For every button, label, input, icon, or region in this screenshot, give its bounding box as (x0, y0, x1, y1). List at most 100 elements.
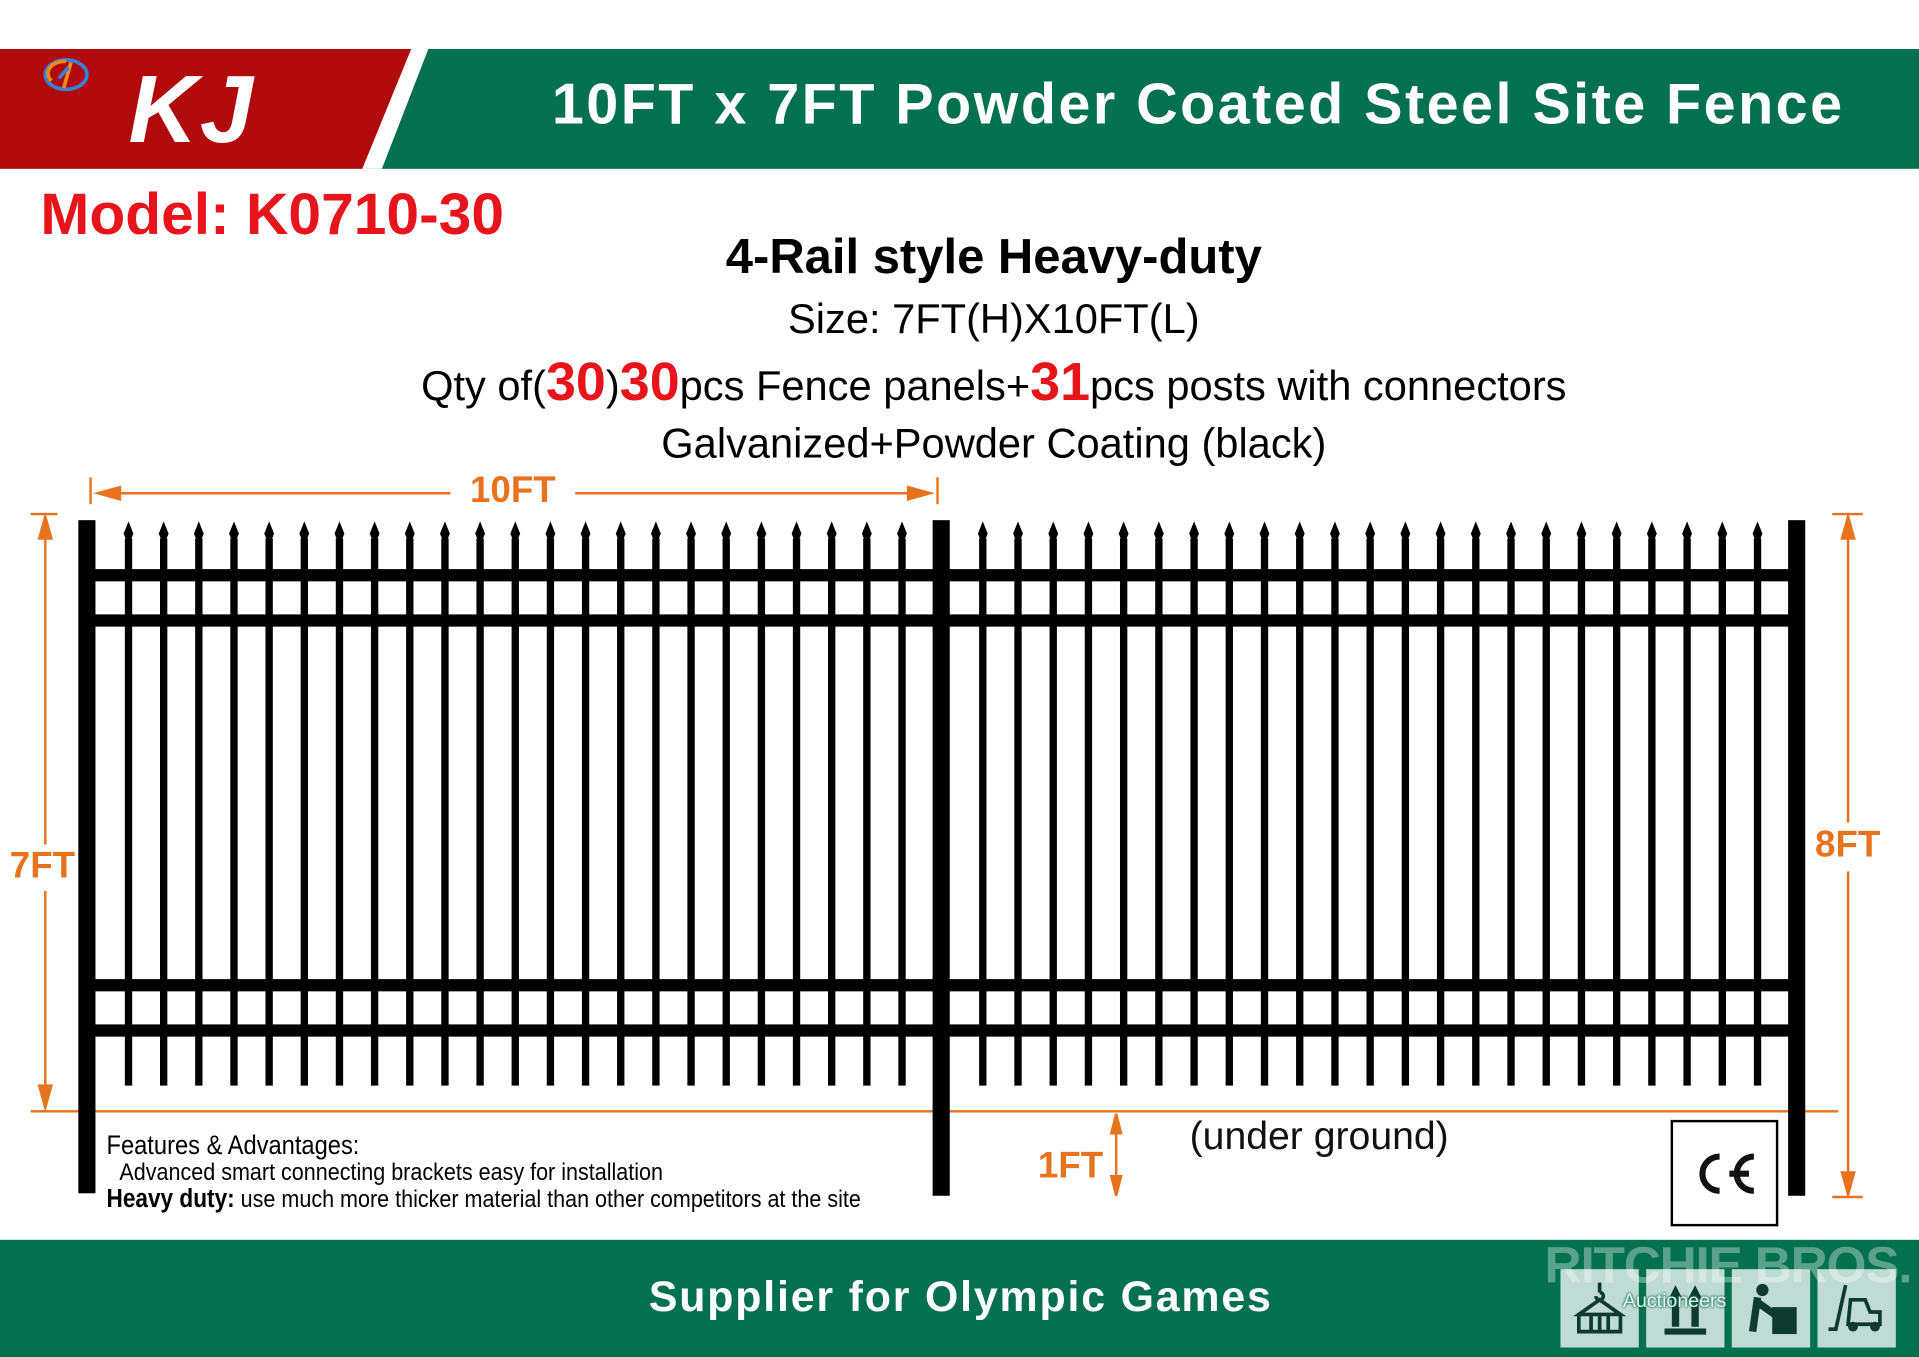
fence-picket (265, 538, 273, 1086)
fence-picket (195, 538, 203, 1086)
handling-icons (1560, 1269, 1896, 1348)
fence-picket (1401, 538, 1410, 1086)
fence-picket (1366, 538, 1374, 1086)
feature-line: Heavy duty: use much more thicker materi… (106, 1184, 861, 1213)
fence-picket (124, 538, 133, 1086)
fence-picket (335, 538, 344, 1086)
fence-picket (1155, 538, 1163, 1086)
fence-picket (476, 538, 484, 1086)
kj-logo-icon (43, 58, 89, 92)
picket-spear-tip (369, 521, 380, 546)
feature-text: use much more thicker material than othe… (234, 1185, 861, 1213)
fence-picket (979, 538, 987, 1086)
fence-picket (1225, 538, 1233, 1086)
picket-spear-tip (1189, 521, 1199, 546)
fence-picket (1436, 538, 1445, 1086)
feature-line: Advanced smart connecting brackets easy … (119, 1159, 664, 1186)
fence-picket (1612, 538, 1621, 1086)
qty-posts-number: 31 (1030, 352, 1091, 413)
picket-spear-tip (897, 521, 907, 546)
picket-spear-tip (1541, 521, 1552, 546)
fence-picket (1472, 538, 1480, 1086)
ce-mark-icon (1699, 1153, 1755, 1194)
fence-picket (722, 538, 730, 1086)
picket-spear-tip (510, 521, 521, 546)
this-way-up-icon (1646, 1269, 1725, 1348)
width-arrow-right (906, 485, 935, 501)
picket-spear-tip (1013, 521, 1023, 546)
style-heading: 4-Rail style Heavy-duty (725, 230, 1262, 284)
quantity-spec: Qty of(30)30pcs Fence panels+31pcs posts… (0, 352, 1919, 413)
fence-picket (792, 538, 801, 1086)
fence-picket (757, 538, 766, 1086)
footer-text: Supplier for Olympic Games (648, 1272, 1273, 1321)
picket-spear-tip (123, 521, 134, 546)
fence-picket (1331, 538, 1339, 1086)
picket-spear-tip (721, 521, 732, 546)
picket-spear-tip (545, 521, 556, 546)
picket-spear-tip (1506, 521, 1516, 546)
fence-picket (406, 538, 414, 1086)
fence-picket (617, 538, 625, 1086)
model-number: Model: K0710-30 (40, 182, 504, 248)
picket-spear-tip (1365, 521, 1376, 546)
fence-picket (898, 538, 906, 1086)
fence-picket (546, 538, 555, 1086)
picket-spear-tip (1576, 521, 1587, 546)
fence-picket (1119, 538, 1128, 1086)
fence-picket (863, 538, 871, 1086)
underground-note: (under ground) (1189, 1113, 1449, 1158)
width-arrow-left (93, 485, 122, 501)
picket-spear-tip (334, 521, 345, 546)
fence-picket (652, 538, 660, 1086)
qty-panels-number: 30 (619, 352, 680, 413)
post-arrow-top (1840, 511, 1856, 540)
fence-picket (1718, 538, 1726, 1086)
fence-picket (441, 538, 449, 1086)
picket-spear-tip (193, 521, 204, 546)
picket-spear-tip (1330, 521, 1340, 546)
post-height-label: 8FT (1815, 824, 1881, 867)
picket-spear-tip (1752, 521, 1763, 546)
underground-arrow-bottom (1109, 1174, 1123, 1197)
feature-bold: Heavy duty: (106, 1184, 235, 1213)
picket-spear-tip (158, 521, 169, 546)
qty-paren-number: 30 (545, 352, 606, 413)
picket-spear-tip (1682, 521, 1692, 546)
height-arrow-bottom (37, 1084, 54, 1113)
fence-picket (159, 538, 168, 1086)
page-title: 10FT x 7FT Powder Coated Steel Site Fenc… (551, 70, 1845, 136)
picket-spear-tip (756, 521, 767, 546)
picket-spear-tip (580, 521, 591, 546)
fence-picket (1577, 538, 1586, 1086)
picket-spear-tip (1400, 521, 1411, 546)
fence-picket (1683, 538, 1691, 1086)
features-heading: Features & Advantages: (106, 1129, 360, 1161)
fence-picket (1049, 538, 1057, 1086)
qty-panels-text: pcs Fence panels+ (679, 363, 1031, 411)
fence-picket (1260, 538, 1269, 1086)
qty-paren-close: ) (605, 363, 620, 411)
height-arrow-top (37, 511, 54, 540)
qty-posts-text: pcs posts with connectors (1090, 363, 1567, 411)
fence-picket (1753, 538, 1762, 1086)
height-label: 7FT (9, 845, 76, 888)
fence-picket (230, 538, 238, 1086)
finish-spec: Galvanized+Powder Coating (black) (661, 421, 1327, 468)
fence-picket (581, 538, 590, 1086)
picket-spear-tip (791, 521, 802, 546)
picket-spear-tip (977, 521, 988, 546)
qty-prefix: Qty of( (421, 363, 546, 411)
fence-picket (828, 538, 836, 1086)
fence-picket (1084, 538, 1093, 1086)
picket-spear-tip (1646, 521, 1657, 546)
fence-picket (511, 538, 519, 1086)
fence-picket (370, 538, 379, 1086)
fence-picket (1542, 538, 1550, 1086)
fence-picket (1648, 538, 1656, 1086)
picket-spear-tip (615, 521, 626, 546)
features-block: Features & Advantages: Advanced smart co… (106, 1129, 861, 1213)
fence-picket (300, 538, 308, 1086)
picket-spear-tip (299, 521, 310, 546)
fence-picket (1296, 538, 1304, 1086)
